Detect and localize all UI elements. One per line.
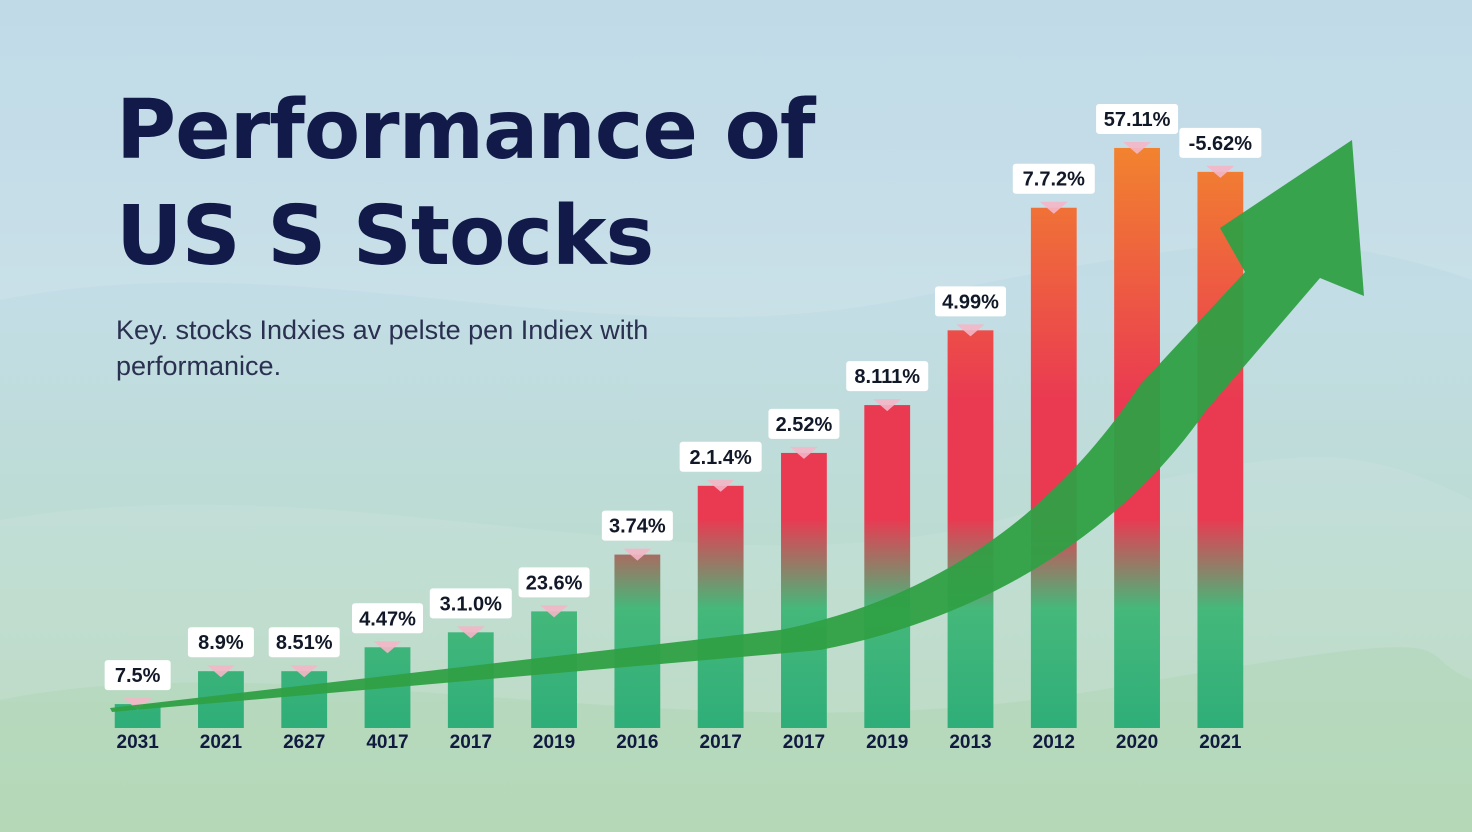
value-labels: 7.5% 8.9% 8.51% 4.47% 3.1.0% 23.6% 3.74% 2.1.4%… — [104, 103, 1262, 691]
value-label-box — [104, 660, 171, 691]
bar-13 — [1197, 171, 1244, 729]
value-label: 8.9% — [198, 632, 244, 654]
value-label-box — [518, 567, 590, 598]
chart-title: Performance of US S Stocks — [116, 78, 816, 290]
x-tick-label: 2021 — [1199, 732, 1242, 753]
x-tick-label: 2020 — [1116, 732, 1158, 753]
value-label: 7.7.2% — [1023, 169, 1085, 191]
gem-icon — [873, 399, 902, 412]
bar-8 — [781, 452, 827, 728]
x-tick-label: 2017 — [700, 732, 742, 753]
gem-icon — [1123, 141, 1152, 154]
value-label-box — [679, 441, 762, 472]
bar-11 — [1030, 207, 1077, 729]
value-label-box — [1096, 103, 1179, 134]
trend-arrow — [110, 140, 1364, 712]
value-label-box — [268, 627, 340, 658]
x-tick-label: 2031 — [117, 732, 160, 753]
gem-icon — [623, 548, 652, 561]
title-line-2: US S Stocks — [116, 189, 654, 284]
bar-6 — [614, 554, 661, 728]
x-tick-label: 2016 — [616, 732, 658, 753]
bar-10 — [947, 330, 994, 728]
x-tick-label: 2021 — [200, 732, 243, 753]
value-label: 2.52% — [776, 414, 833, 436]
x-axis-ticks: 2031 2021 2627 4017 2017 2019 2016 2017 2017 2019… — [117, 732, 1242, 753]
value-label-box — [1179, 127, 1262, 158]
bar-2 — [281, 671, 328, 728]
value-label-box — [1012, 163, 1095, 194]
value-label: 57.11% — [1104, 109, 1171, 131]
value-label: 23.6% — [526, 572, 583, 594]
gem-icon — [1206, 165, 1235, 178]
gem-icon — [206, 665, 235, 678]
value-label: 2.1.4% — [690, 447, 752, 469]
gem-icon — [373, 641, 402, 654]
x-tick-label: 2017 — [783, 732, 825, 753]
value-label: 3.1.0% — [440, 593, 502, 615]
x-tick-label: 2013 — [949, 732, 991, 753]
value-label-box — [601, 510, 673, 541]
value-label: 8.111% — [854, 366, 920, 388]
title-line-1: Performance of — [116, 83, 816, 178]
value-label: 7.5% — [115, 665, 161, 687]
value-label-box — [846, 361, 929, 392]
bar-9 — [864, 405, 911, 728]
value-label: 8.51% — [276, 632, 333, 654]
x-tick-label: 2019 — [533, 732, 575, 753]
value-label: 4.99% — [942, 291, 999, 313]
bar-7 — [697, 485, 744, 728]
x-tick-label: 2012 — [1033, 732, 1075, 753]
x-tick-label: 2019 — [866, 732, 908, 753]
value-label-box — [187, 627, 254, 658]
value-label-box — [935, 286, 1006, 317]
x-tick-label: 4017 — [366, 732, 408, 753]
chart-subtitle: Key. stocks Indxies av pelste pen Indiex… — [116, 315, 649, 381]
x-tick-label: 2627 — [283, 732, 325, 753]
gem-icon — [706, 479, 735, 492]
gem-icon — [456, 626, 485, 639]
gem-icon — [540, 605, 569, 618]
gem-icon — [956, 324, 985, 337]
value-label: 3.74% — [609, 516, 666, 538]
gem-icon — [123, 698, 152, 711]
gem-icon — [290, 665, 319, 678]
value-label-box — [352, 603, 423, 634]
value-label-box — [429, 588, 512, 619]
value-label-box — [768, 408, 840, 439]
value-label: 4.47% — [359, 608, 416, 630]
gem-icon — [1039, 201, 1068, 214]
value-label: -5.62% — [1189, 133, 1253, 155]
x-tick-label: 2017 — [450, 732, 492, 753]
gem-icon — [789, 446, 818, 459]
